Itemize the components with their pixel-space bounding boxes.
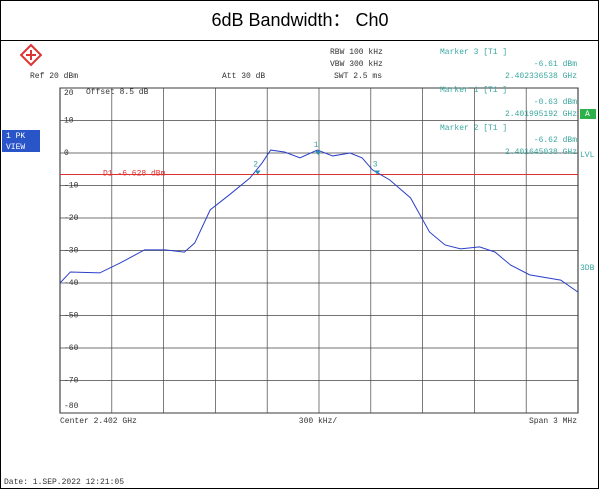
swt: SWT 2.5 ms	[334, 72, 382, 81]
y-tick-label: 10	[64, 117, 74, 126]
marker-title: Marker 1 [T1 ]	[440, 86, 507, 95]
marker-title: Marker 3 [T1 ]	[440, 48, 507, 57]
a-box	[580, 109, 596, 119]
marker-title: Marker 2 [T1 ]	[440, 124, 507, 133]
trace-box	[2, 130, 40, 152]
a-box-text: A	[585, 110, 590, 119]
div: 300 kHz/	[299, 417, 338, 426]
offset: Offset 8.5 dB	[86, 88, 149, 97]
y-tick-label: -20	[64, 214, 79, 223]
y-tick-label: -50	[64, 312, 79, 321]
marker-level: -0.63 dBm	[534, 98, 577, 107]
ref: Ref 20 dBm	[30, 72, 78, 81]
marker-level: -6.61 dBm	[534, 60, 577, 69]
y-tick-label: 20	[64, 89, 74, 98]
marker	[374, 170, 381, 175]
rbw: RBW 100 kHz	[330, 48, 383, 57]
title: 6dB Bandwidth： Ch0	[211, 10, 388, 30]
trace	[59, 149, 579, 293]
trace-box-text: VIEW	[6, 143, 25, 152]
marker-freq: 2.401645038 GHz	[505, 148, 577, 157]
marker-number: 1	[314, 141, 319, 150]
att: Att 30 dB	[222, 72, 265, 81]
y-tick-label: -70	[64, 377, 79, 386]
logo	[19, 43, 43, 67]
y-tick-label: -60	[64, 344, 79, 353]
y-tick-label: 0	[64, 149, 69, 158]
db3: 3DB	[580, 264, 595, 273]
marker-freq: 2.401995192 GHz	[505, 110, 577, 119]
marker	[254, 170, 261, 175]
display-line-label: D1 -6.628 dBm	[103, 170, 166, 179]
trace-box-text: 1 PK	[6, 132, 25, 141]
y-tick-label: -40	[64, 279, 79, 288]
marker	[315, 151, 322, 156]
vbw: VBW 300 kHz	[330, 60, 383, 69]
marker-freq: 2.402336538 GHz	[505, 72, 577, 81]
lvl: LVL	[580, 151, 595, 160]
y-tick-label: -10	[64, 182, 79, 191]
y-tick-label: -30	[64, 247, 79, 256]
date: Date: 1.SEP.2022 12:21:05	[4, 478, 124, 487]
marker-number: 2	[253, 161, 258, 170]
marker-number: 3	[373, 161, 378, 170]
span: Span 3 MHz	[529, 417, 577, 426]
marker-level: -6.62 dBm	[534, 136, 577, 145]
center: Center 2.402 GHz	[60, 417, 137, 426]
y-tick-label: -80	[64, 402, 79, 411]
